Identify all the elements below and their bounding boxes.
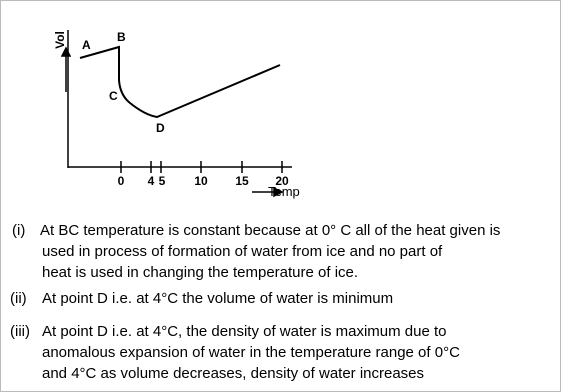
tick-label: 4 [148,174,155,188]
y-axis-label: Vol [53,31,67,49]
statements: (i) At BC temperature is constant because… [10,222,500,382]
point-label: C [109,89,118,103]
statement-line: At point D i.e. at 4°C the volume of wat… [42,290,393,307]
tick-label: 10 [194,174,208,188]
statement-line: used in process of formation of water fr… [42,243,443,260]
tick-label: 20 [275,174,289,188]
statement-line: anomalous expansion of water in the temp… [42,344,460,361]
statement-line: At BC temperature is constant because at… [40,222,500,239]
statement-number: (iii) [10,323,30,340]
x-arrow-head [273,186,284,198]
tick-label: 15 [235,174,249,188]
y-arrow-head [60,46,72,57]
point-label: D [156,121,165,135]
tick-label: 5 [159,174,166,188]
figure-labels: Vol Temp A B C D 0 4 5 10 15 20 [53,30,300,199]
x-axis-label: Temp [268,184,300,199]
statement-number: (i) [12,222,25,239]
tick-label: 0 [118,174,125,188]
statement-number: (ii) [10,290,27,307]
statement-line: and 4°C as volume decreases, density of … [42,365,424,382]
statement-line: At point D i.e. at 4°C, the density of w… [42,323,447,340]
curve [79,45,281,119]
point-label: B [117,30,126,44]
figure [60,30,292,198]
statement-line: heat is used in changing the temperature… [42,264,358,281]
point-label: A [82,38,91,52]
